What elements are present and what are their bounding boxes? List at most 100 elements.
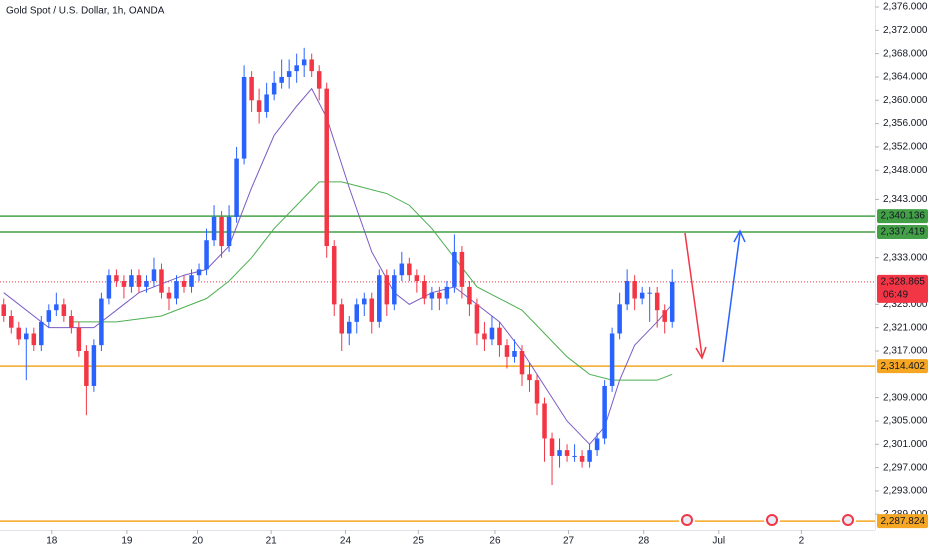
y-tick-label: 2,325.000 xyxy=(883,299,928,310)
candle-body xyxy=(1,304,7,317)
candle-body xyxy=(204,240,209,270)
candle-body xyxy=(106,275,112,299)
candle-body xyxy=(286,71,292,77)
candle-body xyxy=(331,246,337,305)
candle-body xyxy=(429,292,435,299)
candle-body xyxy=(196,269,202,276)
y-tick-label: 2,333.000 xyxy=(883,252,928,263)
x-tick-label: 28 xyxy=(638,536,650,547)
candle-body xyxy=(99,298,104,346)
candle-body xyxy=(662,310,667,322)
candle-body xyxy=(504,345,510,357)
candle-body xyxy=(534,380,540,404)
candle-body xyxy=(211,216,217,241)
y-tick-label: 2,321.000 xyxy=(883,322,928,333)
candle-body xyxy=(542,403,547,439)
candle-body xyxy=(316,71,322,89)
x-tick-label: 2 xyxy=(799,536,805,547)
candle-body xyxy=(54,304,59,311)
x-tick-label: 25 xyxy=(413,536,425,547)
candle-body xyxy=(151,269,157,282)
candle-body xyxy=(617,304,622,334)
candle-body xyxy=(249,76,254,101)
y-tick-label: 2,305.000 xyxy=(883,416,928,427)
candle-body xyxy=(46,310,52,322)
y-tick-label: 2,372.000 xyxy=(883,25,928,36)
candle-body xyxy=(669,281,675,322)
level-label: 2,340.136 xyxy=(881,211,926,222)
candle-body xyxy=(459,251,465,287)
candle-body xyxy=(422,281,427,299)
candle-body xyxy=(166,292,172,299)
candle-body xyxy=(159,269,164,293)
candle-body xyxy=(564,450,570,456)
candle-body xyxy=(69,316,74,328)
y-tick-label: 2,352.000 xyxy=(883,142,928,153)
level-label-box xyxy=(877,359,928,374)
event-icon xyxy=(840,512,856,528)
candle-body xyxy=(84,351,89,386)
candle-body xyxy=(264,94,269,112)
annotations xyxy=(679,229,856,528)
candle-body xyxy=(557,450,562,456)
candle-body xyxy=(136,275,142,287)
candle-body xyxy=(444,286,450,299)
candle-body xyxy=(339,304,344,334)
candle-body xyxy=(279,76,284,83)
candle-body xyxy=(624,281,630,305)
candle-body xyxy=(647,292,652,294)
y-tick-label: 2,309.000 xyxy=(883,392,928,403)
candle-body xyxy=(437,292,442,299)
x-tick-label: 20 xyxy=(192,536,204,547)
candle-body xyxy=(219,216,224,247)
candle-body xyxy=(489,327,495,340)
candle-body xyxy=(602,385,607,439)
level-label-box xyxy=(877,514,928,529)
candle-body xyxy=(452,251,457,287)
candle-body xyxy=(256,100,262,112)
event-icon xyxy=(679,512,695,528)
candle-body xyxy=(294,65,299,72)
candle-body xyxy=(482,333,487,340)
candle-body xyxy=(369,298,375,322)
candle-body xyxy=(241,76,247,159)
candle-body xyxy=(497,327,502,346)
candle-body xyxy=(572,455,577,457)
candle-body xyxy=(354,304,360,322)
candle-body xyxy=(609,333,615,386)
chart-title: Gold Spot / U.S. Dollar, 1h, OANDA xyxy=(6,6,165,17)
candle-body xyxy=(519,351,525,375)
candle-body xyxy=(594,438,600,451)
candle-body xyxy=(414,275,420,282)
x-tick-label: 19 xyxy=(121,536,133,547)
x-tick-label: 21 xyxy=(266,536,278,547)
candle-body xyxy=(527,374,532,381)
candle-body xyxy=(579,455,585,462)
y-tick-label: 2,348.000 xyxy=(883,165,928,176)
y-tick-label: 2,297.000 xyxy=(883,462,928,473)
y-tick-label: 2,317.000 xyxy=(883,346,928,357)
candle-body xyxy=(362,298,367,305)
candle-body xyxy=(121,281,127,287)
moving-average xyxy=(71,181,673,381)
candle-body xyxy=(324,88,329,247)
candle-body xyxy=(234,158,239,217)
last-price-box xyxy=(877,274,928,303)
candle-body xyxy=(24,333,29,340)
candle-body xyxy=(174,281,179,299)
candle-body xyxy=(129,275,134,287)
candle-body xyxy=(271,82,277,95)
down-arrow-head xyxy=(695,346,707,360)
candle-body xyxy=(399,263,405,276)
plot xyxy=(0,47,875,522)
level-label: 2,337.419 xyxy=(881,227,926,238)
candle-body xyxy=(346,321,352,334)
level-label-box xyxy=(877,209,928,224)
x-tick-label: 27 xyxy=(563,536,575,547)
last-price-label: 2,328.865 xyxy=(881,276,926,287)
up-arrow xyxy=(722,232,741,363)
level-label-box xyxy=(877,224,928,239)
candle-body xyxy=(31,333,37,346)
candle-body xyxy=(309,59,314,72)
